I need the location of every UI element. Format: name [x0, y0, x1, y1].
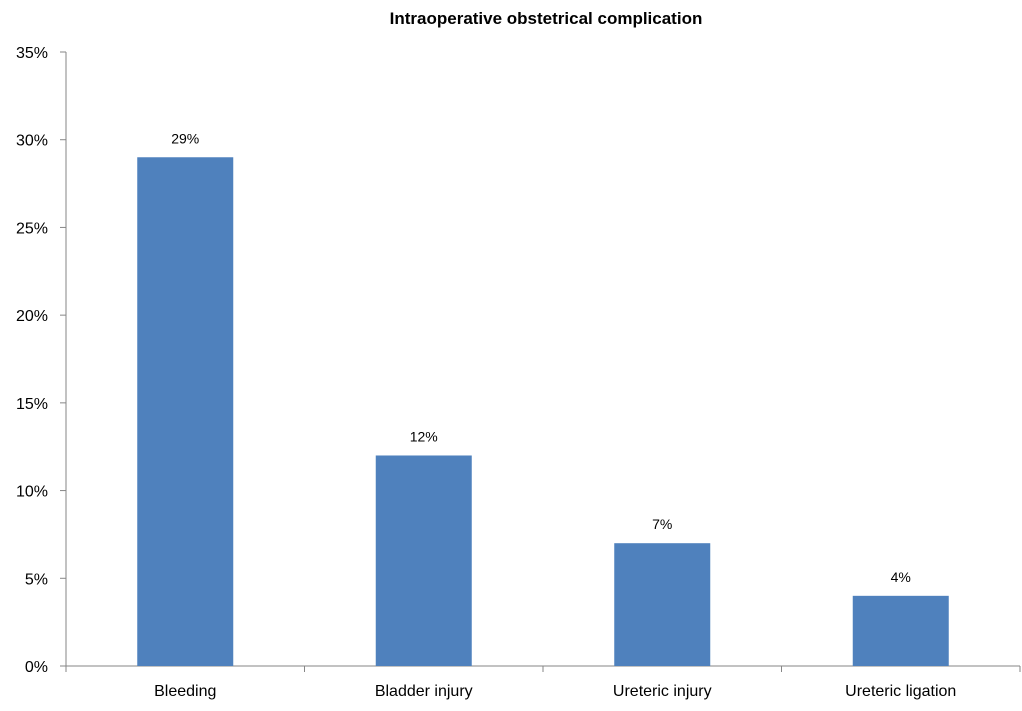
- y-tick-label: 5%: [25, 571, 48, 588]
- y-tick-label: 25%: [16, 220, 48, 237]
- y-tick-label: 30%: [16, 133, 48, 150]
- data-label: 29%: [171, 130, 199, 146]
- y-tick-label: 35%: [16, 45, 48, 62]
- y-tick-label: 0%: [25, 659, 48, 676]
- x-tick-label: Ureteric injury: [613, 683, 712, 700]
- data-label: 12%: [410, 428, 438, 444]
- bar: [852, 595, 949, 666]
- y-tick-label: 10%: [16, 484, 48, 501]
- bar: [137, 157, 234, 666]
- bar: [614, 543, 711, 666]
- chart-title: Intraoperative obstetrical complication: [389, 9, 703, 28]
- data-label: 4%: [891, 569, 911, 585]
- x-tick-label: Bleeding: [154, 683, 216, 700]
- y-tick-label: 20%: [16, 308, 48, 325]
- data-label: 7%: [652, 516, 672, 532]
- x-tick-label: Ureteric ligation: [845, 683, 956, 700]
- x-tick-label: Bladder injury: [375, 683, 473, 700]
- y-tick-label: 15%: [16, 396, 48, 413]
- bar: [375, 455, 472, 666]
